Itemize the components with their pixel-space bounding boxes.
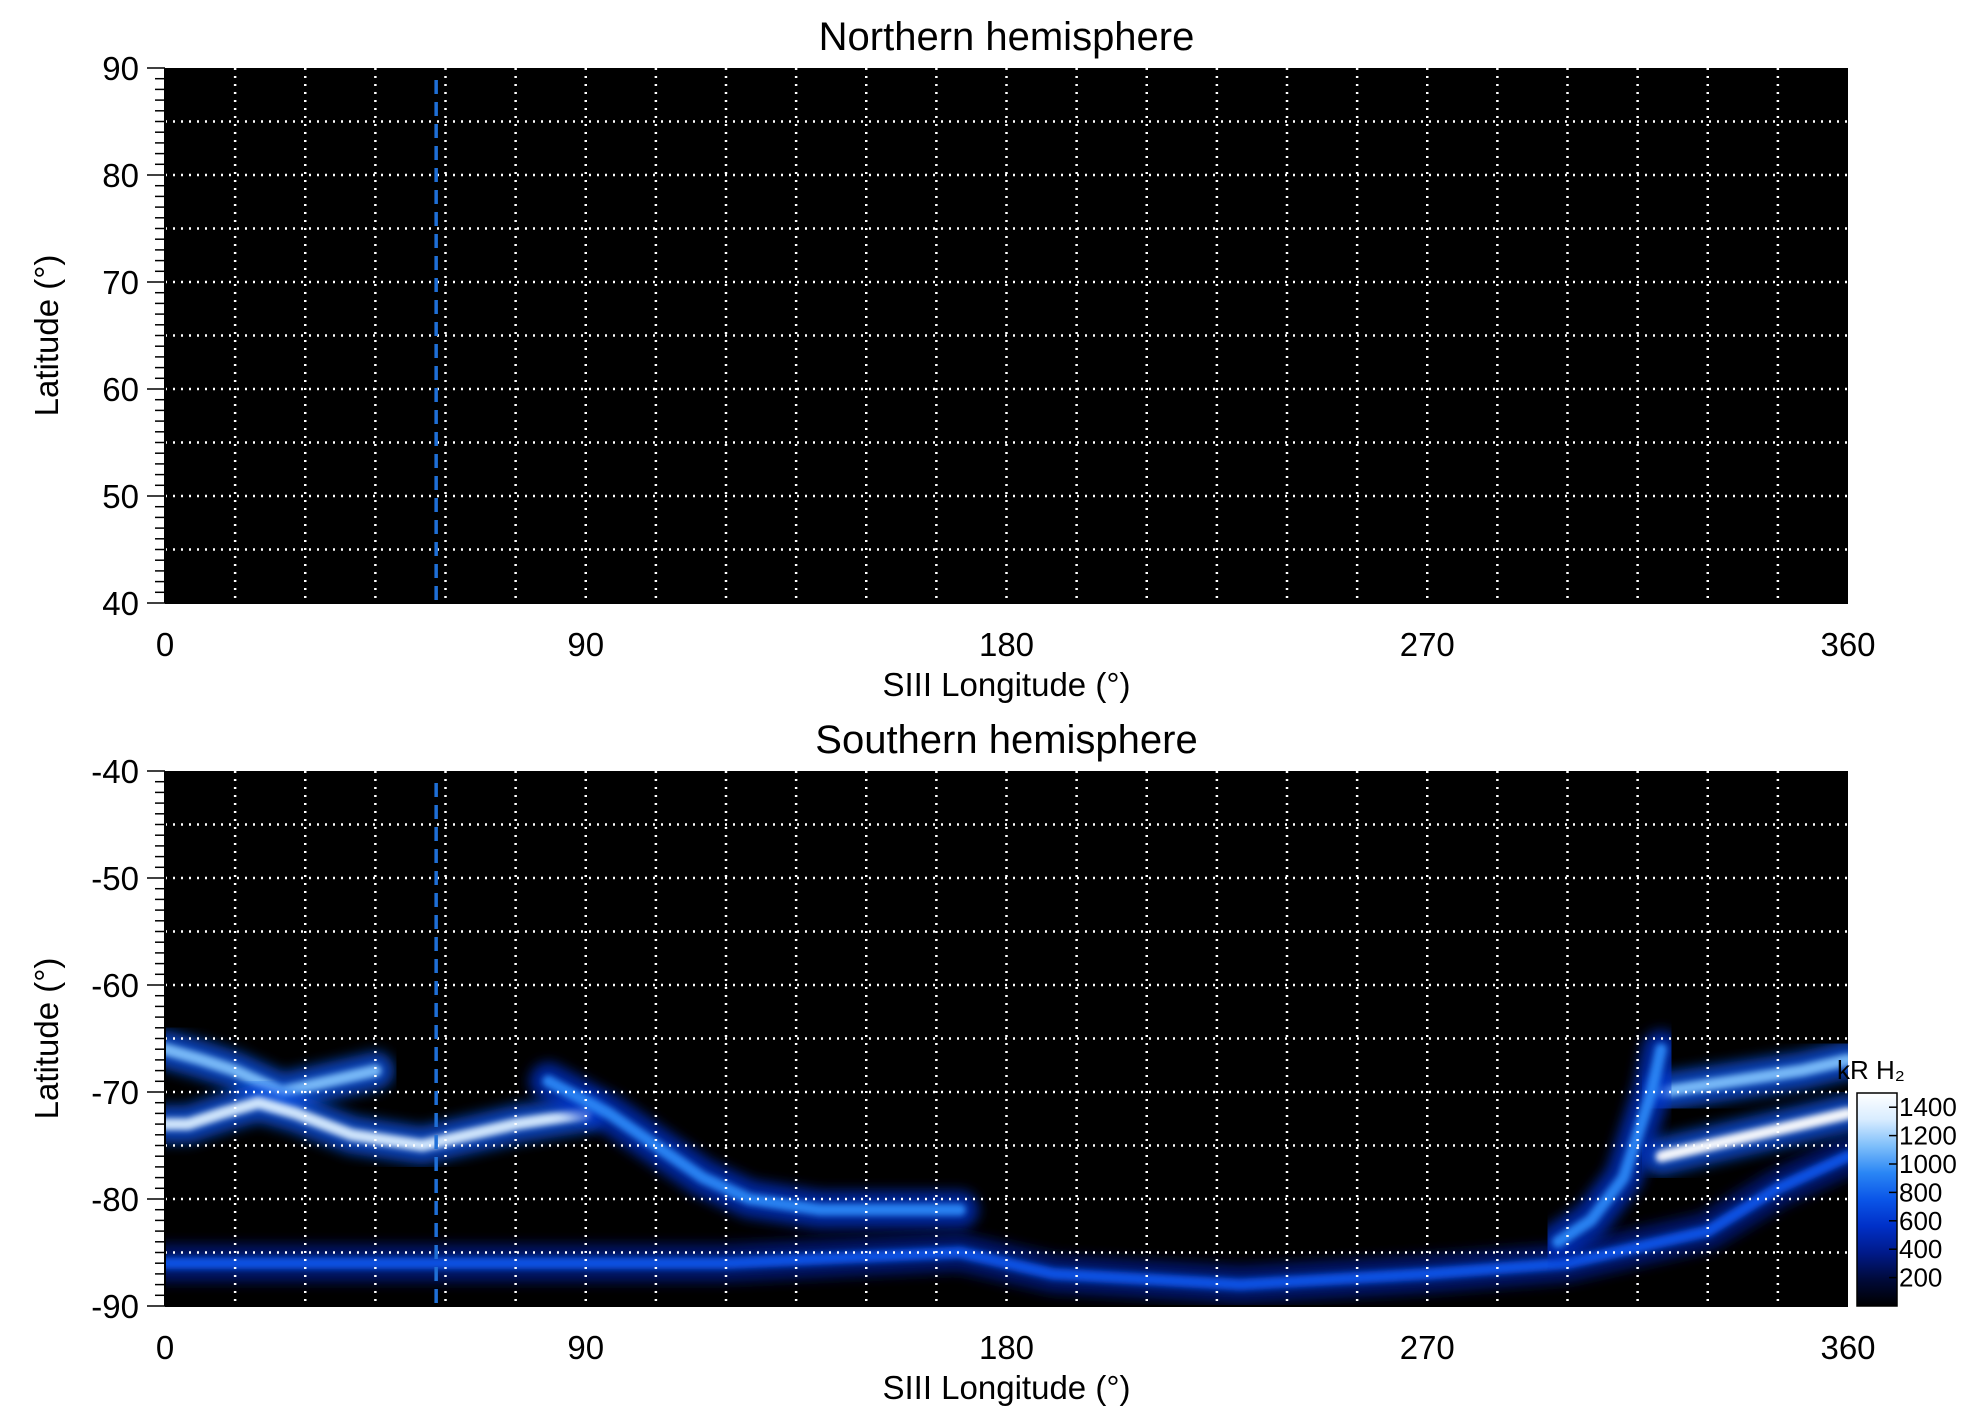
colorbar-tick-label: 1400 [1899, 1092, 1957, 1122]
y-tick-label: 50 [102, 478, 139, 515]
axes: -40 -50 -60 -70 -80 -90 0 90 180 270 360 [91, 753, 1875, 1366]
emission-arc [1552, 1043, 1667, 1248]
y-tick-label: -40 [91, 753, 139, 790]
emission-arc [1655, 1053, 1848, 1098]
y-axis-label: Latitude (°) [28, 958, 65, 1120]
y-tick-label: 70 [102, 264, 139, 301]
x-tick-label: 0 [156, 1329, 174, 1366]
x-tick-label: 180 [979, 626, 1034, 663]
x-tick-label: 90 [567, 1329, 604, 1366]
y-axis-label: Latitude (°) [28, 255, 65, 417]
x-tick-label: 360 [1820, 626, 1875, 663]
colorbar-tick-label: 1200 [1899, 1121, 1957, 1151]
northern-hemisphere-panel: Northern hemisphere 40 50 60 70 80 90 0 90 180 27… [28, 15, 1876, 703]
colorbar-tick-label: 1000 [1899, 1149, 1957, 1179]
colorbar-tick-label: 600 [1899, 1206, 1942, 1236]
colorbar-tick-label: 400 [1899, 1234, 1942, 1264]
y-tick-label: -60 [91, 967, 139, 1004]
x-tick-label: 0 [156, 626, 174, 663]
x-axis-label: SIII Longitude (°) [883, 1369, 1131, 1406]
y-tick-label: 40 [102, 585, 139, 622]
x-tick-label: 270 [1400, 1329, 1455, 1366]
x-tick-label: 270 [1400, 626, 1455, 663]
y-tick-label: -90 [91, 1288, 139, 1325]
y-tick-label: -70 [91, 1074, 139, 1111]
y-tick-label: -80 [91, 1181, 139, 1218]
colorbar-gradient [1856, 1092, 1898, 1307]
x-tick-label: 360 [1820, 1329, 1875, 1366]
y-tick-label: 80 [102, 157, 139, 194]
x-tick-label: 90 [567, 626, 604, 663]
gridlines [165, 771, 1848, 1306]
gridlines [165, 68, 1848, 603]
southern-hemisphere-panel: Southern hemisphere -40 -50 -60 -70 -80 -90 0 9… [28, 718, 1876, 1406]
panel-title: Southern hemisphere [815, 718, 1197, 762]
y-tick-label: 60 [102, 371, 139, 408]
emission-arc [165, 1096, 592, 1152]
panel-title: Northern hemisphere [819, 15, 1195, 59]
emission-arc [165, 1150, 1848, 1291]
emission-arc [165, 1043, 382, 1098]
x-axis-label: SIII Longitude (°) [883, 666, 1131, 703]
colorbar-title: kR H₂ [1837, 1055, 1905, 1085]
colorbar-tick-label: 200 [1899, 1263, 1942, 1293]
y-tick-label: 90 [102, 50, 139, 87]
y-tick-label: -50 [91, 860, 139, 897]
emission-arc [1655, 1107, 1848, 1163]
x-tick-label: 180 [979, 1329, 1034, 1366]
colorbar-tick-label: 800 [1899, 1177, 1942, 1207]
axes: 40 50 60 70 80 90 0 90 180 270 360 [102, 50, 1875, 663]
